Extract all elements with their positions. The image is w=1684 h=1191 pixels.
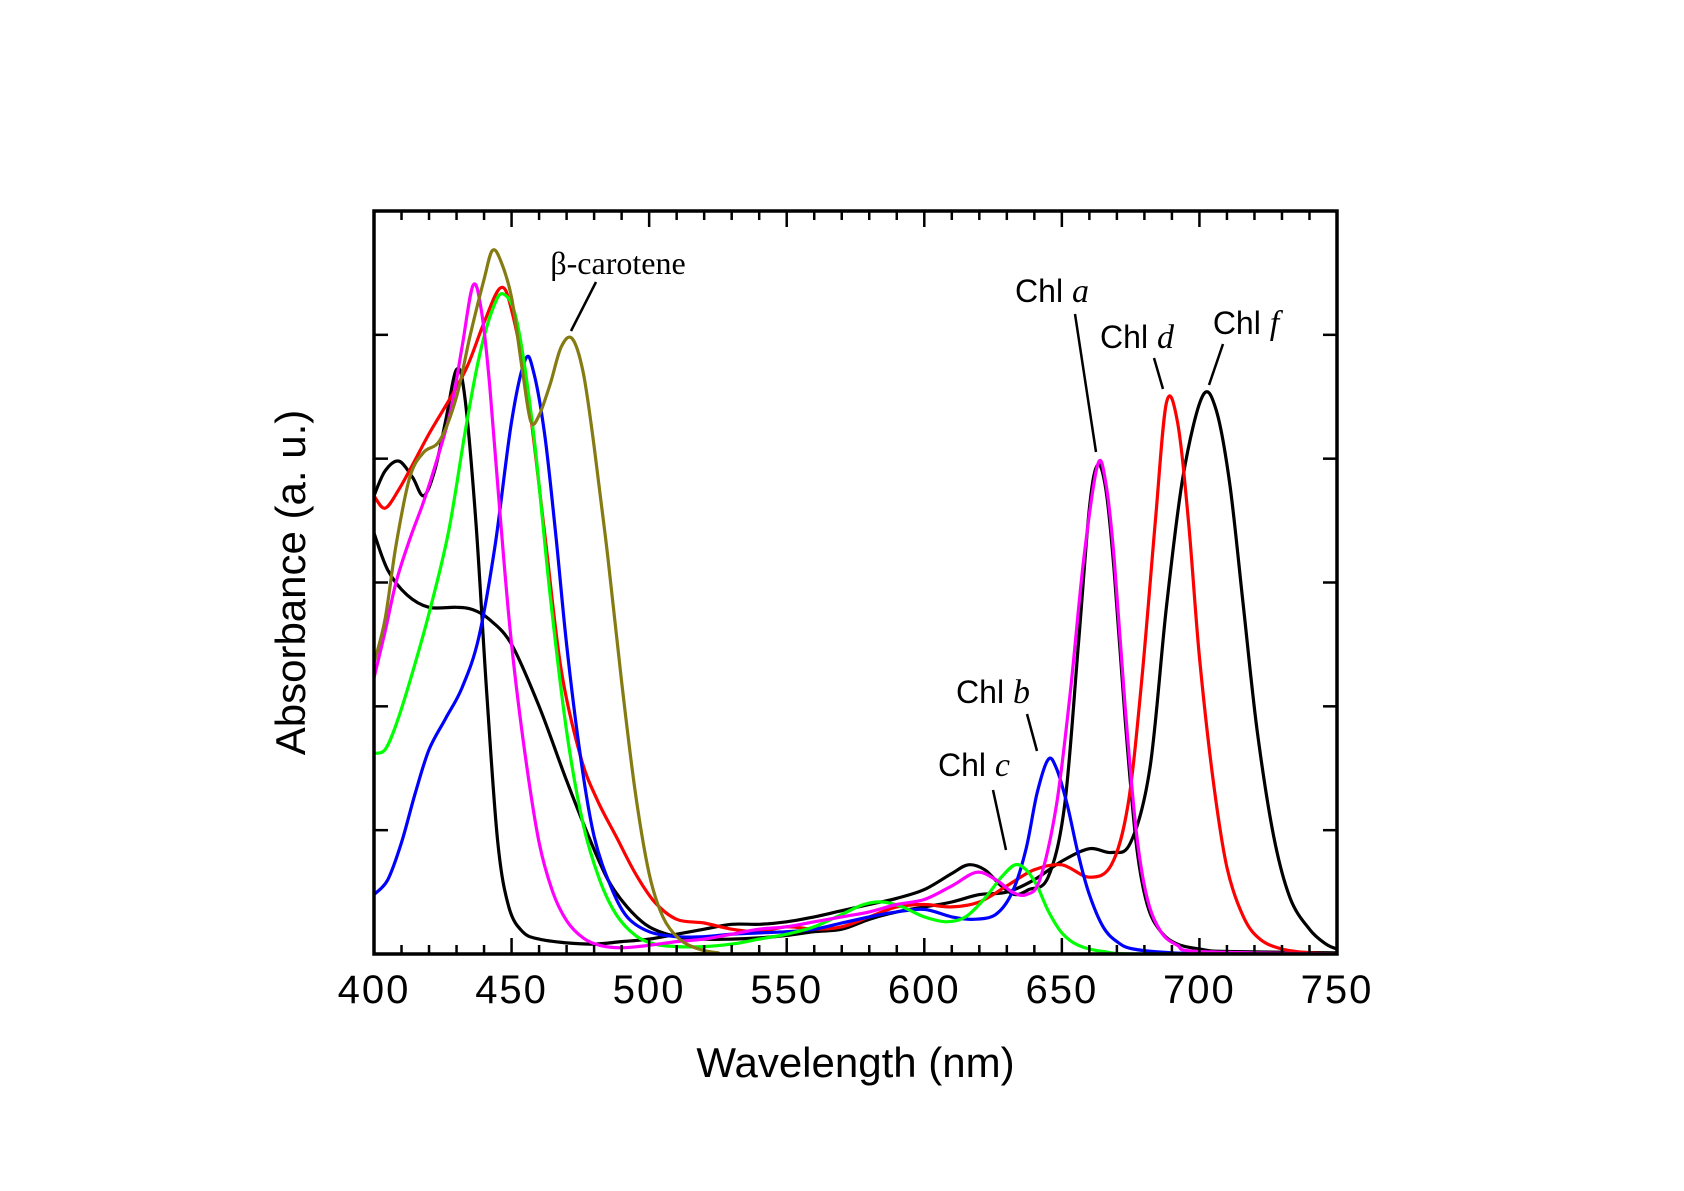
- series-line-chl_a_magenta: [374, 282, 1337, 954]
- x-tick-label: 500: [613, 968, 686, 1012]
- x-tick-label: 400: [338, 968, 411, 1012]
- x-tick-label: 600: [888, 968, 961, 1012]
- x-tick-label: 450: [475, 968, 548, 1012]
- series-line-chl_c: [374, 292, 1337, 954]
- annotation-label-beta: β-carotene: [550, 245, 685, 281]
- series-layer: [374, 248, 1337, 954]
- annotation-label-chlb: Chl b: [956, 674, 1030, 711]
- annotation-label-chlf: Chl f: [1213, 305, 1284, 342]
- annotation-leader-chlb: [1025, 713, 1039, 752]
- x-axis-title: Wavelength (nm): [696, 1039, 1014, 1086]
- x-tick-label: 750: [1301, 968, 1374, 1012]
- series-line-chl_d: [374, 285, 1337, 954]
- annotation-leader-chla: [1073, 313, 1098, 453]
- annotation-leader-chlc: [991, 789, 1008, 851]
- series-line-chl_f: [374, 390, 1337, 951]
- x-tick-label: 700: [1163, 968, 1236, 1012]
- x-tick-labels: 400 450 500 550 600 650 700 750: [338, 968, 1374, 1012]
- x-tick-label: 650: [1025, 968, 1098, 1012]
- annotation-label-chld: Chl d: [1100, 319, 1175, 356]
- series-line-beta_carotene: [374, 248, 1337, 954]
- annotation-label-chlc: Chl c: [938, 747, 1010, 784]
- annotation-leader-chlf: [1207, 343, 1225, 386]
- annotation-leader-chld: [1152, 357, 1165, 390]
- x-tick-label: 550: [750, 968, 823, 1012]
- plot-frame: [372, 209, 1339, 956]
- annotation-layer: β-carotene Chl a Chl d Chl f Chl b Chl c: [550, 245, 1284, 851]
- y-axis-title: Absorbance (a. u.): [267, 410, 314, 756]
- annotation-leader-beta: [569, 281, 598, 332]
- annotation-label-chla: Chl a: [1015, 273, 1089, 310]
